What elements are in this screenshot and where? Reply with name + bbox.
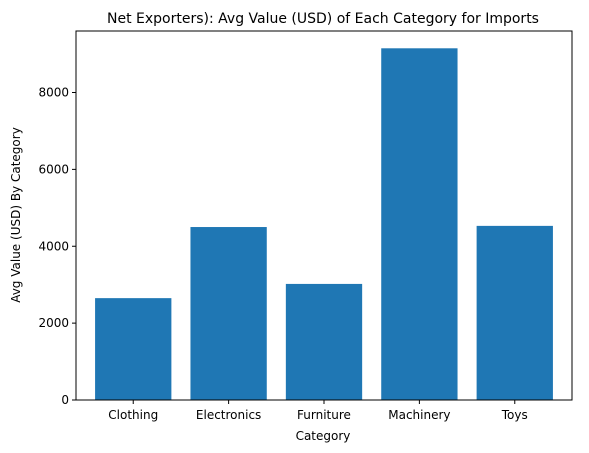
x-axis-ticks: Clothing Electronics Furniture Machinery Toy…	[108, 400, 528, 422]
y-axis-ticks: 0 2000 4000 6000 8000	[38, 86, 76, 407]
bar-furniture	[285, 283, 363, 400]
y-tick-label: 2000	[38, 316, 69, 330]
y-tick-label: 4000	[38, 239, 69, 253]
x-axis-label: Category	[296, 429, 351, 443]
x-tick-label: Toys	[501, 408, 528, 422]
y-axis-label: Avg Value (USD) By Category	[9, 127, 23, 303]
y-tick-label: 0	[61, 393, 69, 407]
x-tick-label: Machinery	[388, 408, 450, 422]
bar-electronics	[190, 227, 267, 400]
x-tick-label: Electronics	[196, 408, 261, 422]
y-tick-label: 8000	[38, 86, 69, 100]
chart-title: Net Exporters): Avg Value (USD) of Each …	[107, 11, 539, 27]
bar-toys	[476, 225, 553, 400]
bars-group	[95, 48, 553, 400]
x-tick-label: Clothing	[108, 408, 158, 422]
bar-clothing	[95, 298, 172, 400]
bar-machinery	[381, 48, 458, 400]
y-tick-label: 6000	[38, 162, 69, 176]
x-tick-label: Furniture	[297, 408, 351, 422]
